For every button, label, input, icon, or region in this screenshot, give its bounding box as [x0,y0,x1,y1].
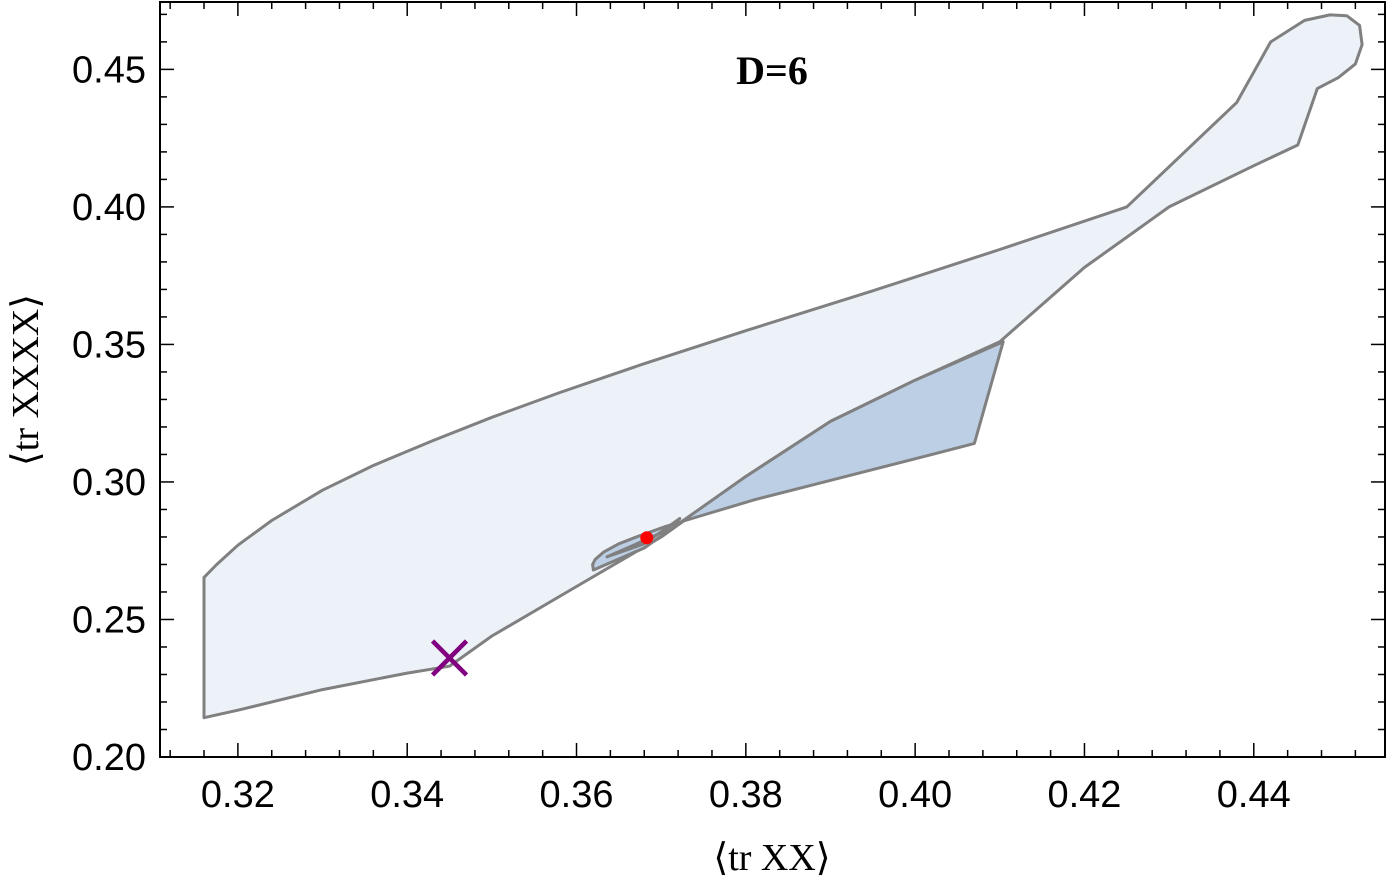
y-tick-label: 0.20 [72,737,146,779]
y-tick-label: 0.45 [72,49,146,91]
x-tick-label: 0.44 [1217,774,1291,816]
plot-frame [159,1,1386,758]
x-tick-label: 0.38 [709,774,783,816]
region-middle [591,340,1005,572]
y-tick-label: 0.25 [72,599,146,641]
y-axis-label: ⟨tr XXXX⟩ [5,294,47,466]
x-tick-label: 0.32 [201,774,275,816]
x-tick-label: 0.42 [1047,774,1121,816]
y-tick-label: 0.35 [72,324,146,366]
points-layer [430,531,654,677]
regions-layer [202,13,1364,720]
x-tick-label: 0.34 [370,774,444,816]
purple-cross [430,639,469,677]
chart-title: D=6 [736,48,808,93]
x-tick-label: 0.40 [878,774,952,816]
region-outer [202,13,1364,720]
red-point [640,531,654,545]
region-inner [605,517,682,559]
x-tick-label: 0.36 [540,774,614,816]
x-axis-label: ⟨tr XX⟩ [713,837,830,879]
ticks-layer: 0.32 0.34 0.36 0.38 0.40 0.42 0.44 0.20 0.25 0.30… [72,2,1385,816]
y-tick-label: 0.40 [72,187,146,229]
y-tick-label: 0.30 [72,462,146,504]
